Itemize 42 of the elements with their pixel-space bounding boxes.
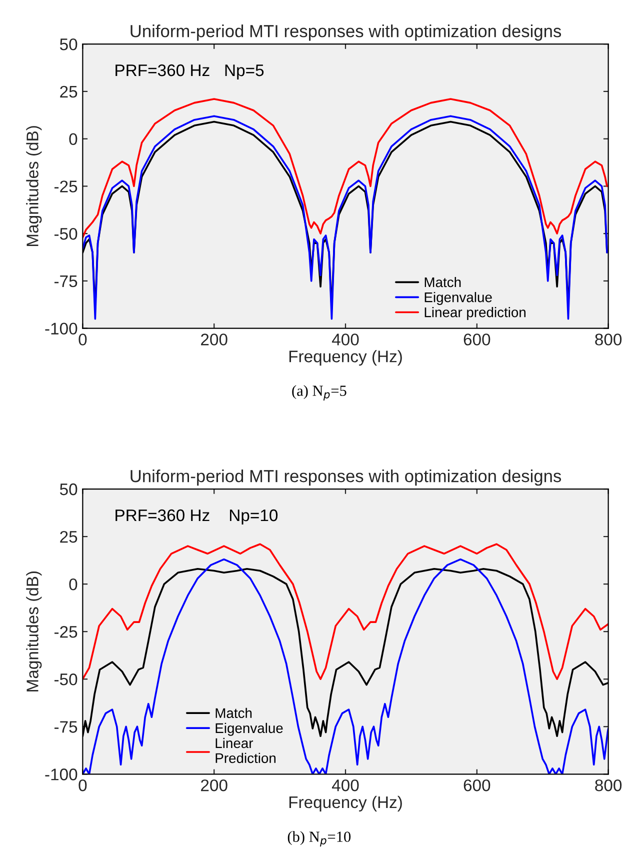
y-tick-label: -50 — [54, 674, 78, 686]
y-axis-title: Magnitudes (dB) — [26, 571, 42, 692]
annotation: PRF=360 Hz Np=10 — [116, 509, 278, 525]
x-tick-label: 400 — [332, 334, 359, 346]
text: (a) N$_{p}$=5 — [292, 385, 346, 401]
y-tick-label: 25 — [60, 86, 78, 98]
legend-label: Eigenvalue — [216, 722, 283, 736]
y-tick-label: 0 — [69, 133, 78, 146]
x-tick-label: 0 — [78, 334, 87, 346]
x-tick-label: 600 — [464, 779, 490, 792]
x-tick-label: 800 — [595, 779, 622, 792]
annotation: PRF=360 Hz Np=5 — [116, 64, 264, 80]
y-tick-label: -25 — [54, 626, 78, 638]
text: (b) N$_{p}$=10 — [288, 831, 351, 846]
y-tick-label: -75 — [54, 721, 78, 733]
chart-title: Uniform-period MTI responses with optimization designs — [130, 24, 562, 41]
x-axis-title: Frequency (Hz) — [289, 796, 402, 812]
y-tick-label: -100 — [45, 768, 78, 780]
y-tick-label: 25 — [60, 530, 78, 543]
x-tick-label: 0 — [78, 779, 87, 792]
x-tick-label: 400 — [332, 779, 359, 792]
y-tick-label: -100 — [45, 322, 78, 335]
y-axis-title: Magnitudes (dB) — [26, 126, 42, 246]
y-tick-label: -50 — [54, 228, 78, 240]
line-series — [82, 98, 608, 238]
legend-label: Eigenvalue — [424, 292, 492, 305]
legend-label: Match — [216, 708, 252, 718]
y-tick-label: -75 — [54, 276, 78, 288]
legend-label: Linear prediction — [424, 307, 526, 320]
x-tick-label: 800 — [595, 334, 622, 346]
x-axis-title: Frequency (Hz) — [289, 350, 402, 366]
y-tick-label: 0 — [69, 578, 78, 590]
x-tick-label: 600 — [464, 334, 490, 346]
y-tick-label: -25 — [54, 180, 78, 192]
x-tick-label: 200 — [201, 779, 228, 792]
legend-label: Linear Prediction — [216, 738, 276, 764]
chart-title: Uniform-period MTI responses with optimization designs — [130, 470, 562, 486]
y-tick-label: 50 — [60, 483, 78, 496]
y-tick-label: 50 — [60, 38, 78, 50]
line-series — [82, 543, 608, 680]
legend-label: Match — [424, 276, 461, 288]
x-tick-label: 200 — [201, 334, 228, 346]
